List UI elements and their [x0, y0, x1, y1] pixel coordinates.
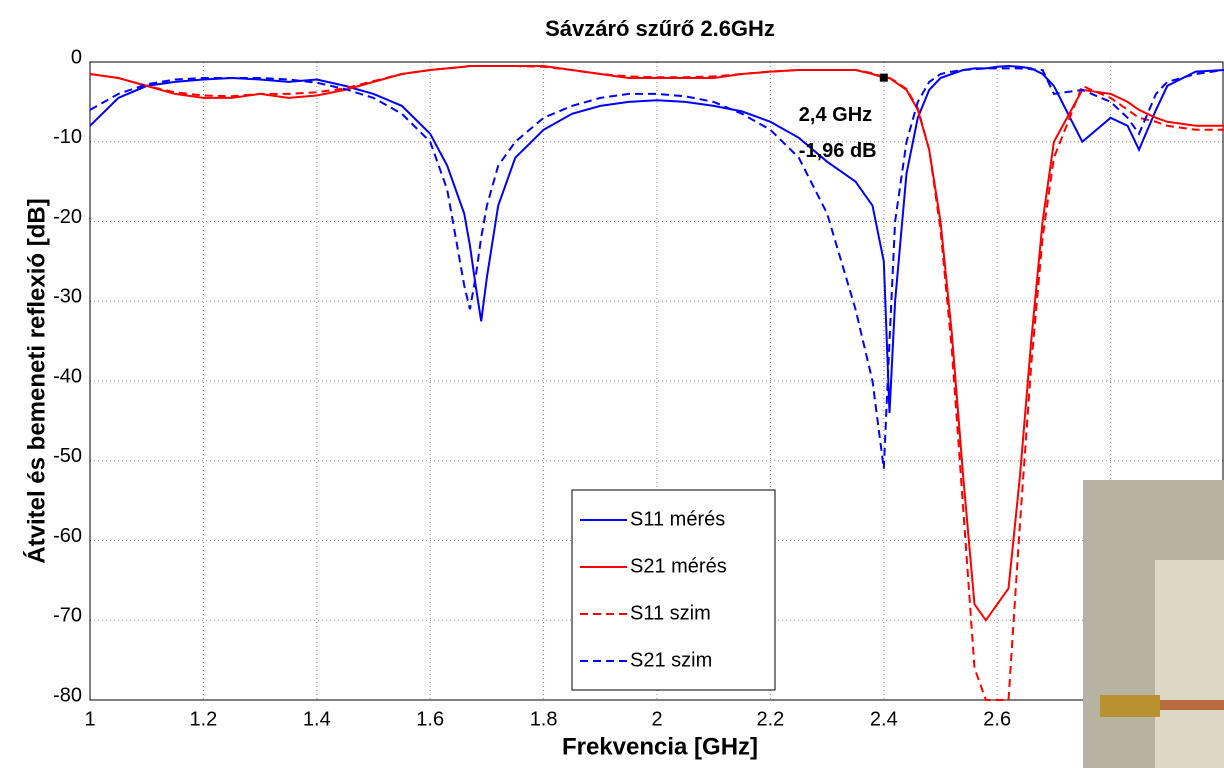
y-tick-label: 0	[71, 46, 82, 68]
y-tick-label: -20	[53, 206, 82, 228]
x-tick-label: 1	[84, 708, 95, 730]
x-tick-label: 1.2	[189, 708, 217, 730]
x-tick-label: 1.8	[530, 708, 558, 730]
x-tick-label: 2.4	[870, 708, 898, 730]
y-tick-label: -70	[53, 605, 82, 627]
annotation-marker	[879, 73, 888, 82]
series-line	[89, 65, 1224, 701]
plot-frame	[89, 61, 1224, 701]
y-tick-label: -30	[53, 286, 82, 308]
y-axis-label: Átvitel és bemeneti reflexió [dB]	[22, 198, 50, 563]
x-tick-label: 2.2	[756, 708, 784, 730]
photo-connector	[1100, 695, 1160, 717]
y-tick-label: -50	[53, 445, 82, 467]
series-line	[89, 67, 1224, 469]
legend-label: S21 szim	[630, 649, 712, 671]
photo-inset	[1083, 480, 1224, 768]
annotation-text: -1,96 dB	[799, 140, 877, 162]
y-tick-label: -80	[53, 684, 82, 706]
legend-label: S21 mérés	[630, 555, 727, 577]
x-tick-label: 1.6	[416, 708, 444, 730]
photo-board	[1155, 560, 1224, 768]
y-tick-label: -40	[53, 365, 82, 387]
y-tick-label: -60	[53, 525, 82, 547]
x-axis-label: Frekvencia [GHz]	[562, 733, 758, 760]
legend-label: S11 mérés	[630, 508, 725, 530]
x-tick-label: 2.6	[983, 708, 1011, 730]
annotation-text: 2,4 GHz	[799, 104, 872, 126]
series-line	[89, 65, 1224, 623]
x-tick-label: 1.4	[303, 708, 331, 730]
x-tick-label: 2	[651, 708, 662, 730]
legend-label: S11 szim	[630, 602, 711, 624]
legend-box	[571, 489, 776, 691]
chart-title: Sávzáró szűrő 2.6GHz	[545, 16, 775, 41]
y-tick-label: -10	[53, 126, 82, 148]
photo-trace	[1160, 700, 1224, 710]
